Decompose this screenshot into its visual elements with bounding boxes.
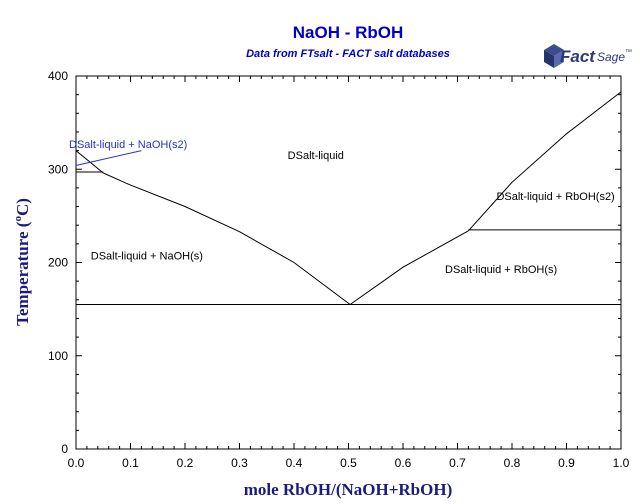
chart-title: NaOH - RbOH	[293, 23, 404, 42]
x-tick-label: 0.1	[122, 456, 139, 470]
phase-boundary-line	[75, 150, 104, 174]
x-tick-label: 0.7	[449, 456, 466, 470]
label-leader-line	[75, 150, 142, 167]
y-tick-label: 300	[48, 162, 68, 176]
x-tick-label: 0.0	[68, 456, 85, 470]
x-axis-title: mole RbOH/(NaOH+RbOH)	[244, 480, 453, 499]
region-label: DSalt-liquid + RbOH(s2)	[496, 191, 614, 203]
y-axis-title-pre: Temperature	[13, 227, 32, 326]
x-tick-label: 0.4	[286, 456, 303, 470]
phase-boundaries	[75, 91, 622, 305]
x-tick-label: 0.5	[340, 456, 357, 470]
x-tick-label: 0.2	[177, 456, 194, 470]
region-label: DSalt-liquid	[288, 150, 344, 162]
x-tick-label: 0.9	[558, 456, 575, 470]
y-tick-label: 100	[48, 349, 68, 363]
y-axis-title-degree: o	[12, 216, 24, 222]
phase-boundary-line	[103, 172, 351, 305]
x-tick-label: 0.6	[395, 456, 412, 470]
y-tick-label: 0	[61, 442, 68, 456]
chart-subtitle: Data from FTsalt - FACT salt databases	[246, 48, 450, 60]
phase-boundary-line	[349, 230, 469, 305]
logo-fact-text: Fact	[560, 47, 596, 66]
region-label: DSalt-liquid + RbOH(s)	[445, 264, 557, 276]
x-tick-label: 0.3	[231, 456, 248, 470]
region-labels: DSalt-liquid + NaOH(s2) DSalt-liquid DSalt…	[69, 139, 615, 276]
factsage-logo: Fact Sage ™	[544, 44, 632, 68]
x-tick-label: 0.8	[504, 456, 521, 470]
region-label: DSalt-liquid + NaOH(s2)	[69, 139, 187, 151]
y-tick-label: 400	[48, 69, 68, 83]
x-tick-label: 1.0	[613, 456, 630, 470]
factsage-cube-icon	[544, 44, 564, 68]
y-axis-title-open: (	[13, 221, 32, 227]
logo-sage-text: Sage	[597, 50, 625, 64]
y-tick-label: 200	[48, 256, 68, 270]
y-axis-title: Temperature (oC)	[12, 198, 32, 326]
logo-tm-text: ™	[625, 49, 632, 56]
region-label: DSalt-liquid + NaOH(s)	[91, 251, 203, 263]
phase-boundary-line	[468, 91, 622, 232]
y-axis-title-post: C)	[13, 198, 32, 216]
axis-ticks: 0.0 0.1 0.2 0.3 0.4 0.5 0.6 0.7 0.8 0.9 1.0 0 100 200…	[48, 69, 630, 470]
